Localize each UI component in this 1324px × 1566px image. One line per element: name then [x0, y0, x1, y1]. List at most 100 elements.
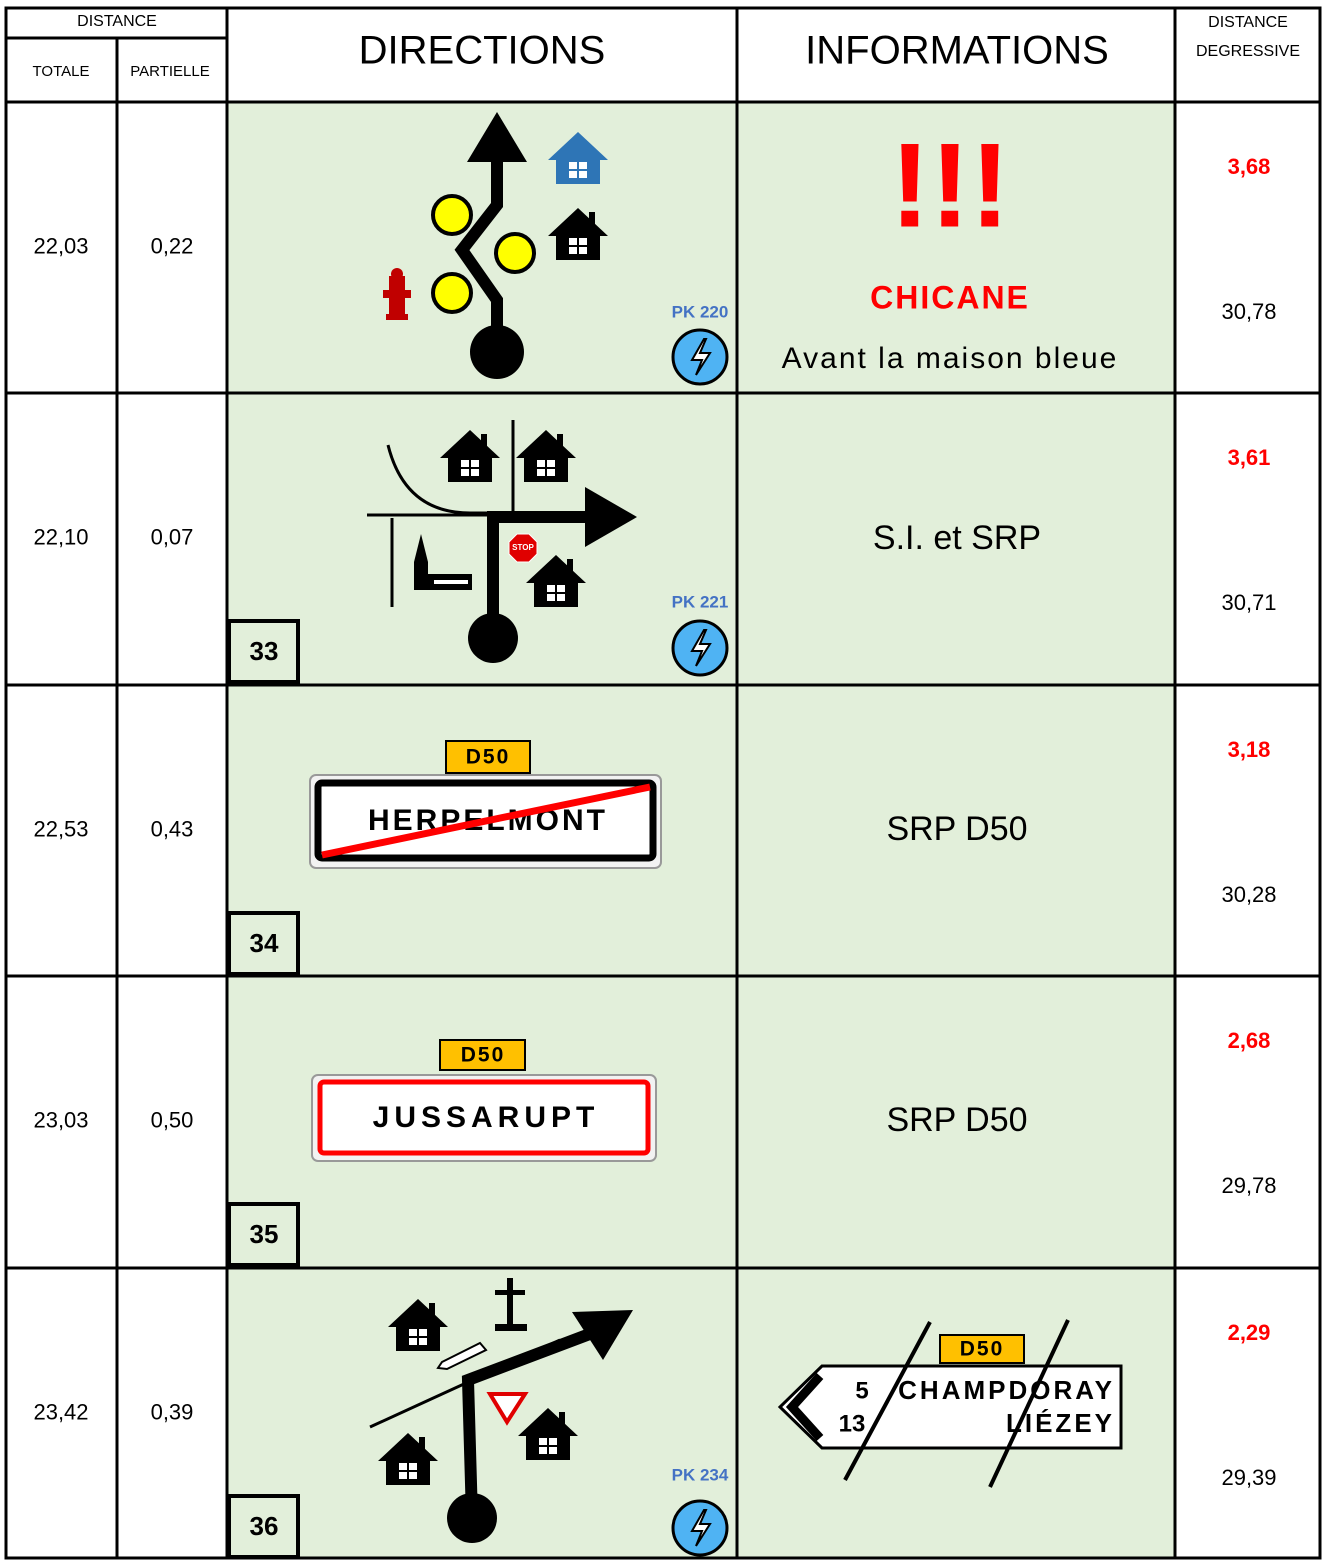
table-grid: [4, 6, 1322, 1560]
direction-diagram-part: [467, 112, 527, 162]
direction-sign-part: [785, 1372, 824, 1442]
info-text: SRP D50: [886, 810, 1027, 848]
direction-diagram-part: [671, 619, 729, 677]
direction-diagram: [383, 112, 729, 386]
step-number-box: [227, 1202, 300, 1267]
distance-partielle: 0,50: [151, 1107, 194, 1132]
distance-partielle: 0,22: [151, 233, 194, 258]
pk-label: PK 234: [672, 1465, 729, 1484]
direction-diagram-part: [414, 534, 472, 590]
town-entry-sign-part: [317, 1079, 651, 1156]
step-number-box: [227, 911, 300, 976]
step-number: 34: [250, 928, 279, 958]
road-label: D50: [461, 1044, 506, 1067]
direction-diagram-part-part: [548, 132, 608, 184]
road-label: D50: [960, 1338, 1005, 1361]
sign-distance: 5: [855, 1377, 868, 1404]
degressive-partial: 3,18: [1228, 737, 1271, 762]
degressive-partial: 3,68: [1228, 154, 1271, 179]
direction-diagram-part-part: [495, 1324, 527, 1331]
direction-diagram: [369, 1278, 729, 1557]
degressive-total: 30,28: [1221, 882, 1276, 907]
distance-partielle: 0,39: [151, 1399, 194, 1424]
distance-totale: 23,03: [33, 1107, 88, 1132]
header-totale: TOTALE: [33, 63, 90, 80]
step-number: 35: [250, 1219, 279, 1249]
header-degressive: DEGRESSIVE: [1196, 43, 1300, 60]
distance-partielle: 0,43: [151, 816, 194, 841]
direction-diagram: [367, 420, 729, 677]
header-partielle: PARTIELLE: [130, 63, 209, 80]
distance-totale: 22,53: [33, 816, 88, 841]
degressive-partial: 2,29: [1228, 1320, 1271, 1345]
alert: !!!: [890, 119, 1010, 253]
direction-diagram-part: [431, 194, 473, 236]
table-grid-part: [4, 6, 1322, 1560]
info-text: SRP D50: [886, 1101, 1027, 1139]
direction-diagram-part: [585, 487, 637, 547]
direction-diagram-part: [548, 132, 608, 184]
degressive-partial: 3,61: [1228, 445, 1271, 470]
town-exit-sign-part: [445, 740, 531, 774]
header-informations: INFORMATIONS: [805, 29, 1109, 73]
town-entry-sign-part: [439, 1039, 526, 1071]
direction-diagram-part: [461, 1326, 598, 1519]
direction-diagram-part: [494, 232, 536, 274]
degressive-total: 29,39: [1221, 1465, 1276, 1490]
direction-diagram-part: [470, 325, 524, 379]
town-entry-sign: [311, 1039, 657, 1162]
sign-distance: 13: [839, 1410, 866, 1437]
direction-diagram-part: [386, 444, 490, 515]
strike-line: [843, 1319, 1070, 1488]
degressive-total: 30,71: [1221, 590, 1276, 615]
town-name: JUSSARUPT: [373, 1101, 600, 1134]
direction-diagram-part: [486, 1392, 529, 1426]
step-number-box: [227, 619, 300, 684]
step-number: 36: [250, 1511, 279, 1541]
pk-label: PK 221: [672, 592, 729, 611]
direction-diagram-part-part: [383, 290, 411, 298]
pk-label: PK 220: [672, 302, 729, 321]
distance-column: 22,03 0,22 3,68 30,78 22,10 0,07 3,61 30,71 22,5…: [33, 154, 1276, 1490]
direction-sign-part: [939, 1334, 1025, 1364]
strike-line-part: [988, 1319, 1070, 1488]
stop-sign: STOP: [512, 543, 534, 552]
step-number-box: [227, 1494, 300, 1559]
info-title: CHICANE: [870, 279, 1030, 315]
info-text: S.I. et SRP: [873, 519, 1041, 557]
direction-diagram-part: [431, 272, 473, 314]
degressive-total: 30,78: [1221, 299, 1276, 324]
sign-place: CHAMPDORAY: [898, 1375, 1115, 1405]
direction-diagram-part: [436, 1341, 488, 1371]
direction-diagram-part: [572, 1310, 633, 1360]
distance-partielle: 0,07: [151, 524, 194, 549]
step-number: 33: [250, 636, 279, 666]
degressive-partial: 2,68: [1228, 1028, 1271, 1053]
direction-diagram-part-part: [414, 534, 428, 562]
direction-diagram-part-part: [391, 268, 403, 280]
sign-place: LIÉZEY: [1006, 1408, 1115, 1438]
road-label: D50: [466, 746, 511, 769]
header-distance: DISTANCE: [77, 13, 157, 30]
degressive-total: 29,78: [1221, 1173, 1276, 1198]
distance-totale: 22,03: [33, 233, 88, 258]
strike-line: [321, 783, 651, 859]
header-degressive: DISTANCE: [1208, 14, 1288, 31]
distance-totale: 22,10: [33, 524, 88, 549]
direction-diagram-part: [671, 1499, 729, 1557]
direction-diagram-part: [487, 511, 590, 638]
direction-diagram-part: [447, 1493, 497, 1543]
direction-diagram-part: [383, 268, 411, 320]
direction-diagram-part: [671, 328, 729, 386]
strike-line-part: [843, 1321, 932, 1481]
direction-diagram-part: [468, 613, 518, 663]
direction-diagram-part: [495, 1278, 527, 1331]
distance-totale: 23,42: [33, 1399, 88, 1424]
header-directions: DIRECTIONS: [359, 29, 606, 73]
direction-diagram-part-part: [495, 1290, 525, 1295]
direction-diagram-part-part: [414, 562, 428, 590]
direction-diagram-part: [508, 533, 538, 563]
direction-diagram-part-part: [434, 580, 468, 584]
info-text: Avant la maison bleue: [782, 342, 1119, 375]
